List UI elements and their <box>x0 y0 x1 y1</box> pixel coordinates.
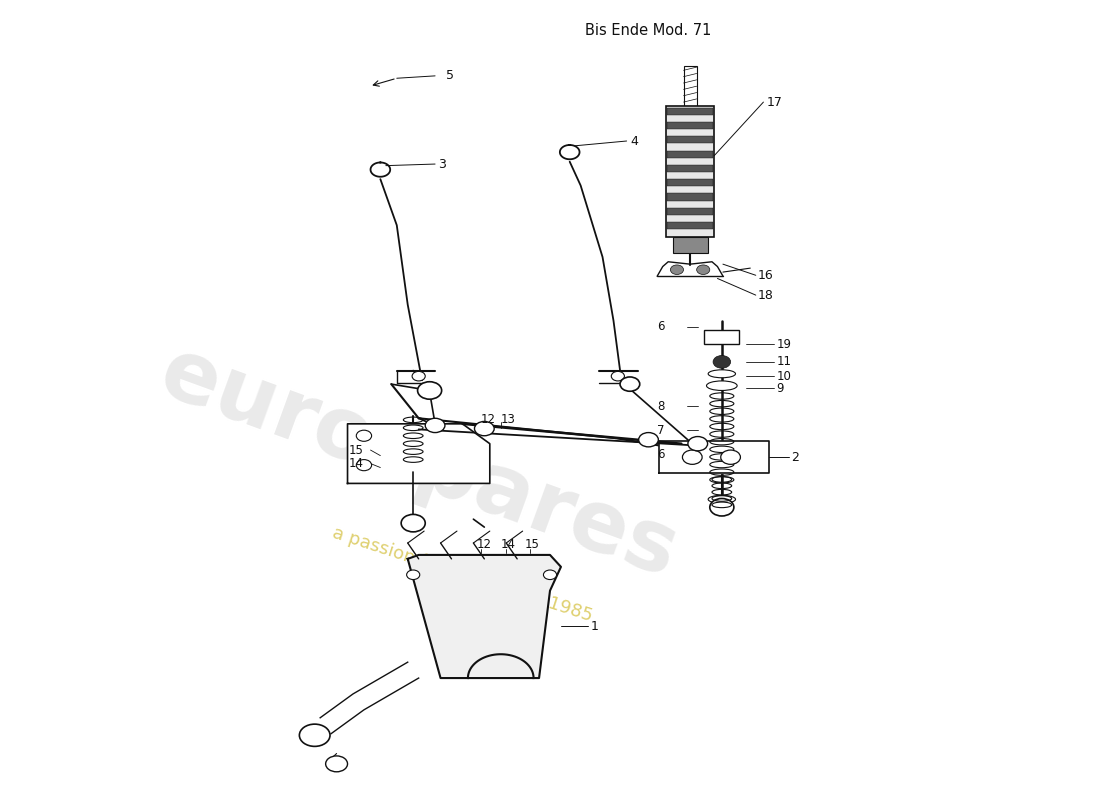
Text: 6: 6 <box>658 321 664 334</box>
Circle shape <box>420 383 440 398</box>
Bar <box>683 66 696 106</box>
Text: 19: 19 <box>777 338 792 351</box>
Bar <box>667 194 713 201</box>
Text: 9: 9 <box>777 382 784 394</box>
Circle shape <box>474 422 494 436</box>
Circle shape <box>412 371 426 381</box>
Circle shape <box>639 433 658 447</box>
Text: 15: 15 <box>525 538 540 551</box>
Ellipse shape <box>706 381 737 390</box>
Circle shape <box>543 570 557 579</box>
Bar <box>666 106 714 237</box>
Text: 17: 17 <box>767 95 782 109</box>
Text: 10: 10 <box>777 370 791 382</box>
Bar <box>667 150 713 158</box>
Bar <box>667 208 713 215</box>
Text: 16: 16 <box>758 269 773 282</box>
Text: 7: 7 <box>658 424 664 437</box>
Polygon shape <box>659 442 769 473</box>
Circle shape <box>720 450 740 464</box>
Bar <box>672 237 707 253</box>
Circle shape <box>713 355 730 368</box>
Circle shape <box>356 430 372 442</box>
Circle shape <box>620 377 640 391</box>
Text: 14: 14 <box>500 538 516 551</box>
Ellipse shape <box>708 370 736 378</box>
Circle shape <box>670 265 683 274</box>
Bar <box>667 108 713 114</box>
Polygon shape <box>348 424 490 483</box>
Text: 18: 18 <box>758 289 773 302</box>
Text: 14: 14 <box>349 457 364 470</box>
Bar <box>667 165 713 172</box>
Text: 12: 12 <box>481 414 496 426</box>
Ellipse shape <box>708 495 736 503</box>
Text: 15: 15 <box>349 443 363 457</box>
Circle shape <box>696 265 710 274</box>
Circle shape <box>356 459 372 470</box>
Circle shape <box>426 418 444 433</box>
Text: 3: 3 <box>439 158 447 170</box>
Circle shape <box>402 514 426 532</box>
Text: 2: 2 <box>791 450 799 464</box>
Bar <box>667 222 713 229</box>
Circle shape <box>326 756 348 772</box>
Text: a passion for parts since 1985: a passion for parts since 1985 <box>330 524 595 626</box>
Text: 5: 5 <box>446 70 454 82</box>
Text: Bis Ende Mod. 71: Bis Ende Mod. 71 <box>585 23 712 38</box>
Circle shape <box>710 498 734 516</box>
Polygon shape <box>408 555 561 678</box>
Text: eurospares: eurospares <box>148 331 689 596</box>
Circle shape <box>299 724 330 746</box>
Circle shape <box>682 450 702 464</box>
Text: 6: 6 <box>658 447 664 461</box>
Text: 13: 13 <box>500 414 516 426</box>
Text: 1: 1 <box>591 620 598 633</box>
Bar <box>667 122 713 129</box>
Text: 12: 12 <box>476 538 492 551</box>
Text: 4: 4 <box>630 134 638 147</box>
Circle shape <box>407 570 420 579</box>
Circle shape <box>418 382 441 399</box>
Circle shape <box>612 371 625 381</box>
Circle shape <box>688 437 707 451</box>
Bar <box>667 136 713 143</box>
Bar <box>667 179 713 186</box>
Bar <box>704 330 739 344</box>
Text: 11: 11 <box>777 355 792 368</box>
Text: 8: 8 <box>658 400 664 413</box>
